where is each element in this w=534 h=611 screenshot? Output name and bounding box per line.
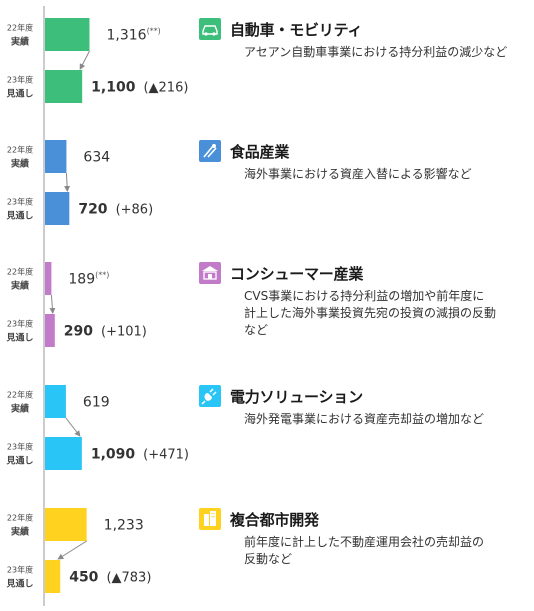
segment-title: 自動車・モビリティ bbox=[230, 21, 363, 39]
bar-curr bbox=[45, 314, 55, 347]
row-label-curr: 23年度見通し bbox=[5, 197, 33, 222]
food-icon bbox=[199, 140, 221, 162]
value-label-curr: 450 (▲783) bbox=[69, 570, 151, 586]
value-label-prev: 619 bbox=[83, 395, 110, 411]
segment-description: CVS事業における持分利益の増加や前年度に 計上した海外事業投資先宛の投資の減損… bbox=[244, 289, 497, 337]
change-arrow bbox=[79, 50, 90, 70]
bar-prev bbox=[45, 140, 67, 173]
bar-curr bbox=[45, 70, 83, 103]
bar-prev bbox=[45, 385, 66, 418]
car-icon bbox=[199, 18, 221, 40]
change-arrow bbox=[65, 417, 81, 437]
segment-title: 複合都市開発 bbox=[230, 511, 319, 529]
value-label-prev: 189(**) bbox=[68, 271, 109, 288]
row-label-prev: 22年度実績 bbox=[7, 145, 33, 170]
bar-curr bbox=[45, 192, 70, 225]
change-arrow bbox=[49, 294, 56, 314]
value-label-curr: 1,090 (+471) bbox=[91, 447, 189, 463]
row-label-curr: 23年度見通し bbox=[5, 442, 33, 467]
bar-curr bbox=[45, 437, 82, 470]
bar-curr bbox=[45, 560, 61, 593]
change-arrow bbox=[57, 540, 87, 560]
row-label-prev: 22年度実績 bbox=[7, 390, 33, 415]
segment-title: 食品産業 bbox=[230, 143, 290, 161]
plug-icon bbox=[199, 385, 221, 407]
bar-prev bbox=[45, 262, 52, 295]
row-label-prev: 22年度実績 bbox=[7, 267, 33, 292]
value-label-curr: 720 (+86) bbox=[78, 202, 153, 218]
store-icon bbox=[199, 262, 221, 284]
segment-description: 海外事業における資産入替による影響など bbox=[244, 167, 472, 181]
change-arrow bbox=[64, 172, 71, 192]
value-label-prev: 1,233 bbox=[104, 518, 144, 534]
bar-prev bbox=[45, 18, 90, 51]
bar-prev bbox=[45, 508, 87, 541]
value-label-prev: 634 bbox=[83, 150, 110, 166]
value-label-prev: 1,316(**) bbox=[106, 27, 160, 44]
segment-description: 海外発電事業における資産売却益の増加など bbox=[244, 412, 485, 426]
building-icon bbox=[199, 508, 221, 530]
value-label-curr: 290 (+101) bbox=[64, 324, 147, 340]
row-label-curr: 23年度見通し bbox=[5, 319, 33, 344]
value-label-curr: 1,100 (▲216) bbox=[91, 80, 188, 96]
row-label-prev: 22年度実績 bbox=[7, 513, 33, 538]
segment-title: 電力ソリューション bbox=[230, 388, 363, 406]
segment-title: コンシューマー産業 bbox=[230, 265, 364, 283]
row-label-curr: 23年度見通し bbox=[5, 565, 33, 590]
segment-description: アセアン自動車事業における持分利益の減少など bbox=[244, 45, 508, 59]
row-label-curr: 23年度見通し bbox=[5, 75, 33, 100]
row-label-prev: 22年度実績 bbox=[7, 23, 33, 48]
segment-description: 前年度に計上した不動産運用会社の売却益の 反動など bbox=[244, 535, 485, 566]
